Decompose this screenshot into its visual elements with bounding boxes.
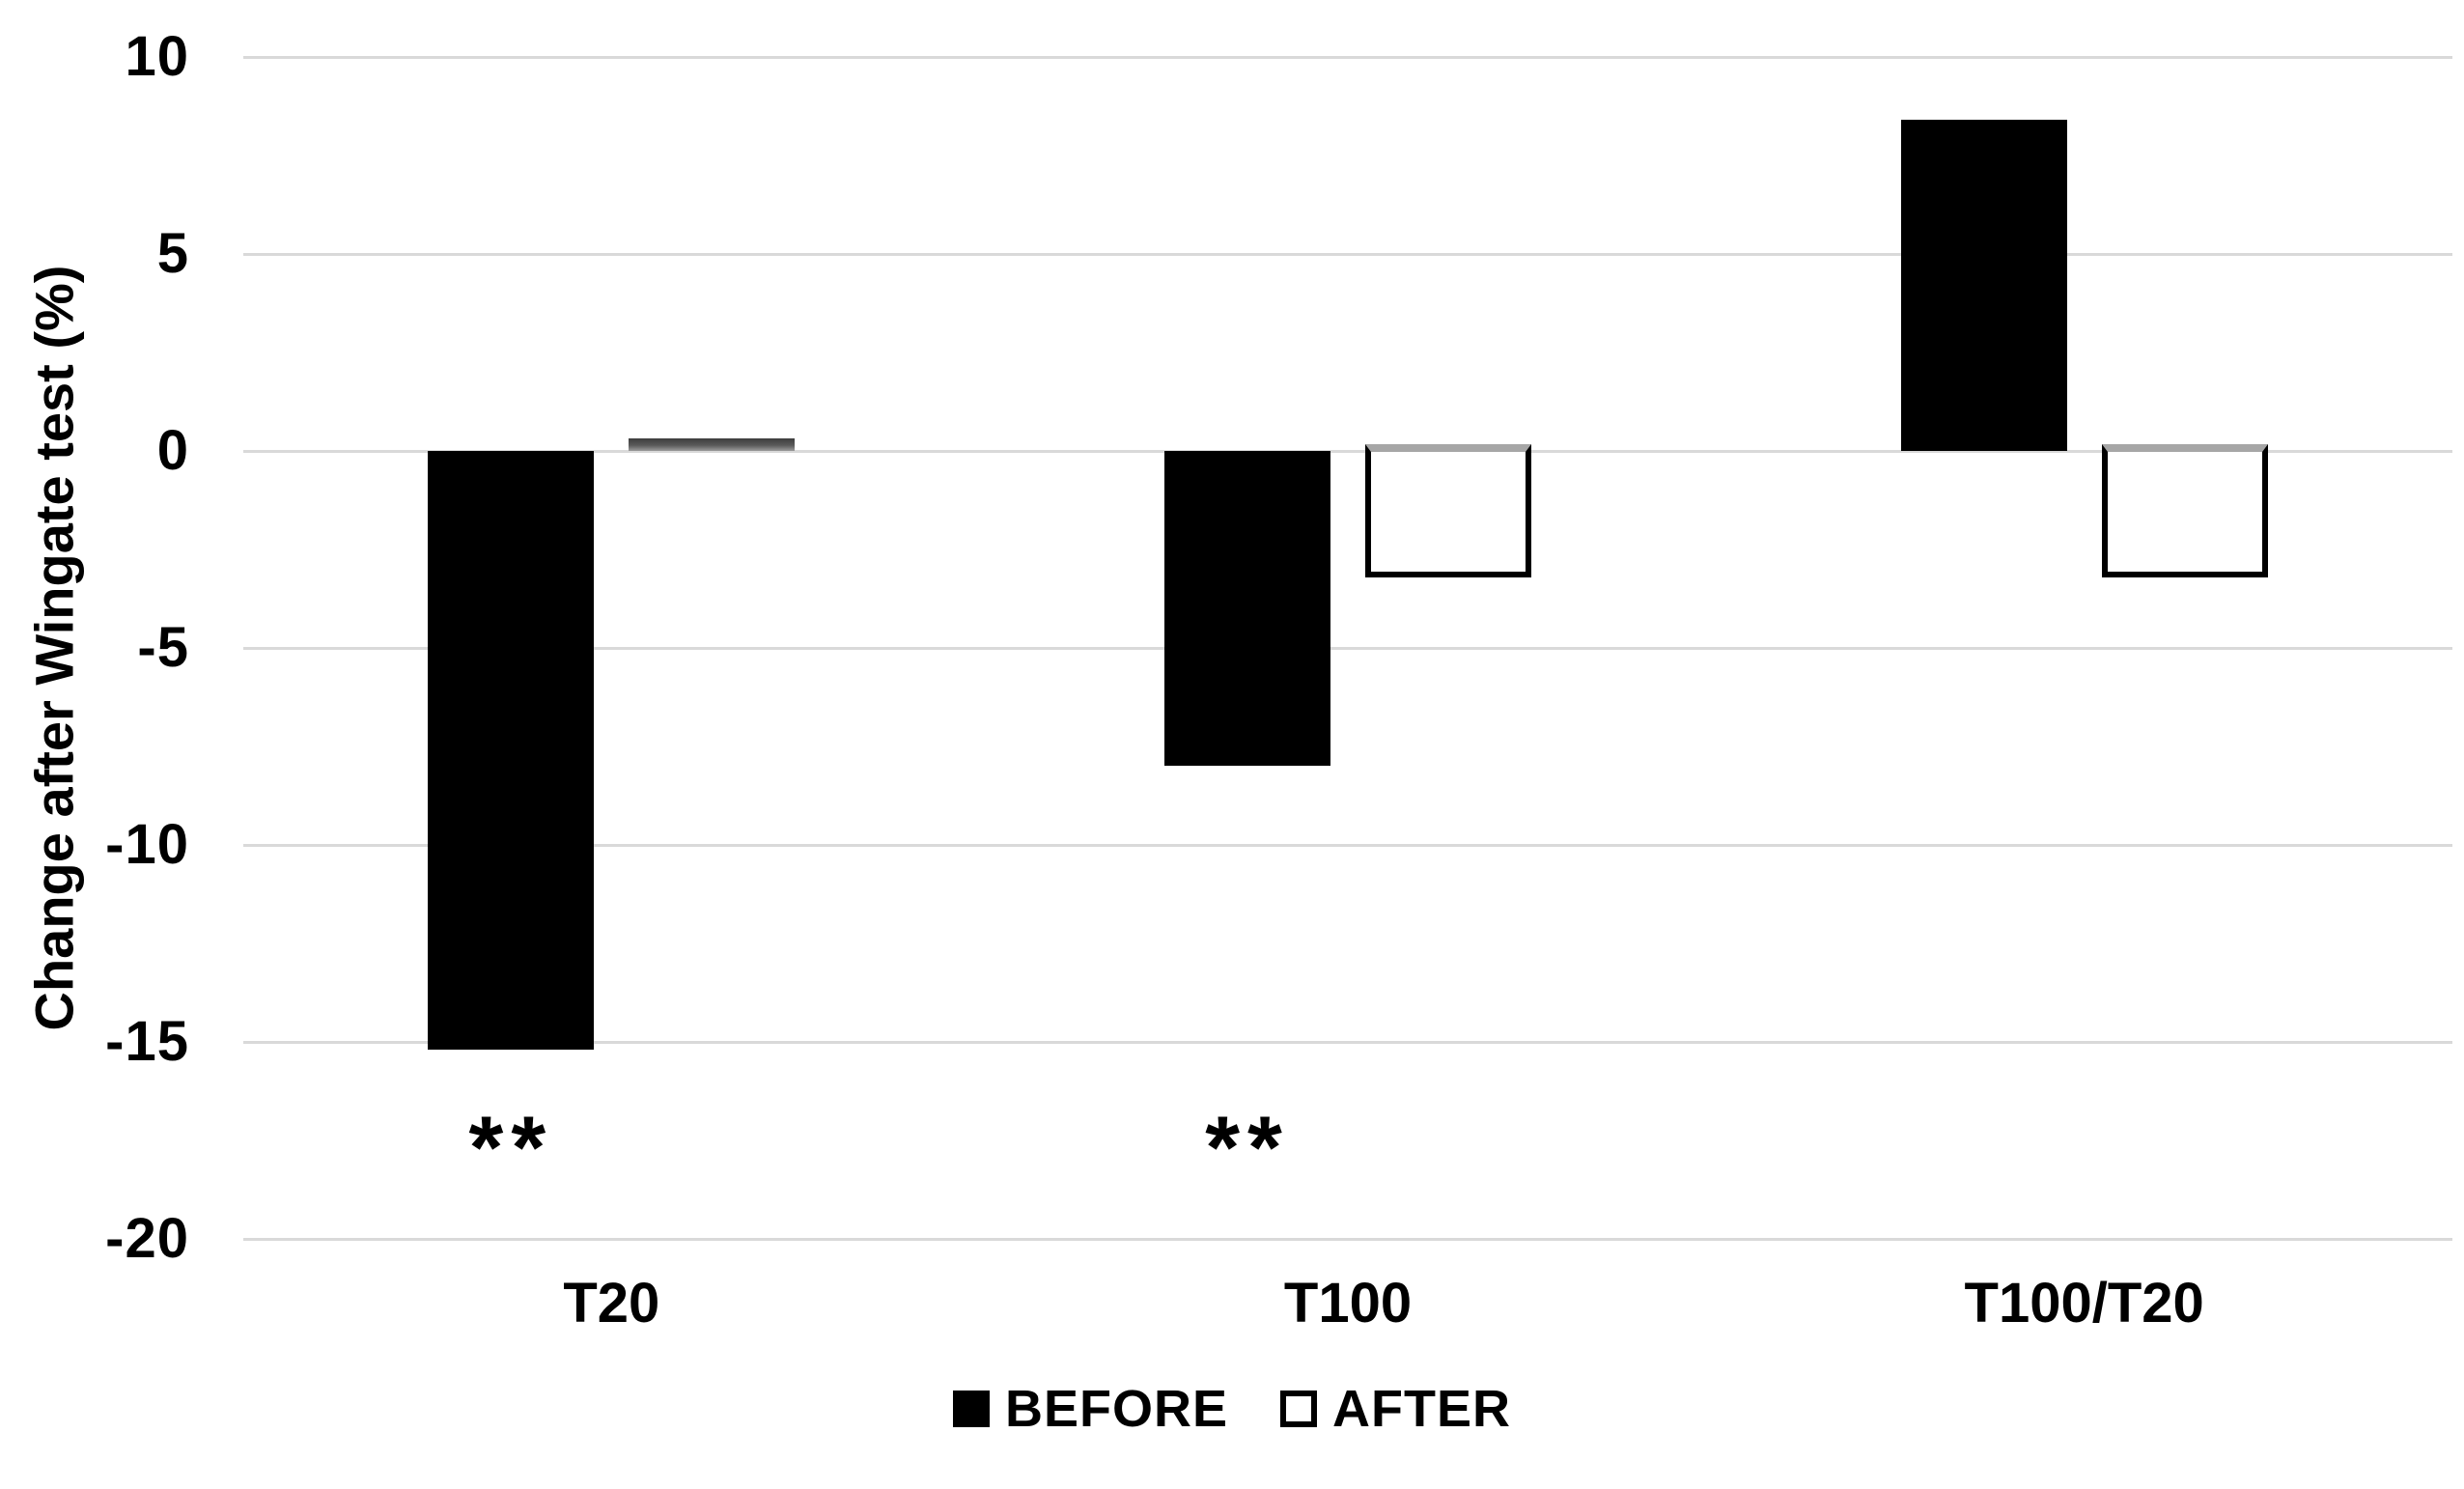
significance-marker-t20: ** (468, 1099, 554, 1197)
x-category-label-t100-t20: T100/T20 (1964, 1272, 2204, 1334)
y-tick-label: 0 (156, 419, 189, 482)
gridline-10 (243, 55, 2452, 59)
legend-item-after: AFTER (1280, 1379, 1511, 1439)
x-category-label-t20: T20 (563, 1272, 660, 1334)
gridline-0 (243, 449, 2452, 453)
bar-before-t100-t20 (1900, 120, 2067, 451)
bar-before-t20 (428, 451, 595, 1050)
legend-swatch-before (952, 1391, 990, 1427)
gridline-5 (243, 252, 2452, 256)
legend-swatch-after (1280, 1391, 1318, 1427)
gridline--15 (243, 1040, 2452, 1044)
legend-item-before: BEFORE (952, 1379, 1229, 1439)
bar-after-t100-t20 (2101, 444, 2268, 577)
y-tick-label: 10 (125, 25, 189, 88)
gridline--20 (243, 1237, 2452, 1241)
bar-after-t20 (629, 438, 796, 451)
gridline--5 (243, 646, 2452, 650)
bar-before-t100 (1164, 451, 1330, 766)
y-tick-label: -15 (105, 1010, 189, 1073)
legend-label-before: BEFORE (1004, 1380, 1229, 1438)
gridline--10 (243, 843, 2452, 847)
y-tick-label: -10 (105, 813, 189, 876)
legend: BEFORE AFTER (0, 1379, 2464, 1439)
legend-label-after: AFTER (1332, 1380, 1511, 1438)
bar-after-t100 (1365, 444, 1531, 577)
y-tick-label: -20 (105, 1207, 189, 1270)
x-category-label-t100: T100 (1283, 1272, 1413, 1334)
significance-marker-t100: ** (1205, 1099, 1290, 1197)
y-tick-label: -5 (137, 616, 189, 679)
y-tick-label: 5 (156, 222, 189, 285)
